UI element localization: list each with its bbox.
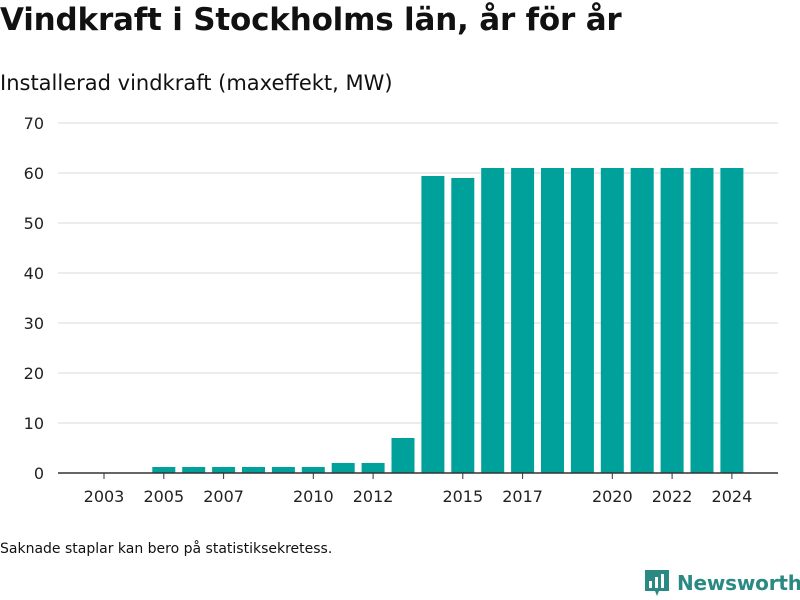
chart-title: Vindkraft i Stockholms län, år för år (0, 2, 622, 38)
bar-chart: 0 10 20 30 40 50 60 70 2003 2005 2007 2010 2012 2015 2… (24, 114, 778, 506)
x-tick-label-2010: 2010 (293, 487, 334, 506)
bar-2014 (421, 176, 445, 473)
bar-2023 (690, 168, 714, 473)
bar-2016 (481, 168, 505, 473)
y-tick-label-30: 30 (24, 314, 44, 333)
bar-2009 (271, 467, 295, 473)
x-tick-label-2003: 2003 (84, 487, 125, 506)
x-tick-label-2015: 2015 (442, 487, 483, 506)
bar-2017 (511, 168, 535, 473)
x-tick-label-2005: 2005 (143, 487, 184, 506)
y-tick-label-10: 10 (24, 414, 44, 433)
bar-2012 (361, 463, 385, 473)
bar-2018 (541, 168, 564, 473)
bar-2015 (451, 178, 475, 473)
bar-2011 (331, 463, 355, 473)
bar-2007 (212, 467, 236, 473)
y-tick-label-20: 20 (24, 364, 44, 383)
bar-2005 (152, 467, 176, 473)
y-tick-label-60: 60 (24, 164, 44, 183)
y-tick-label-50: 50 (24, 214, 44, 233)
x-tick-label-2007: 2007 (203, 487, 244, 506)
brand-name: Newsworthy (677, 571, 800, 595)
bar-2006 (182, 467, 206, 473)
bar-2020 (600, 168, 624, 473)
y-tick-label-0: 0 (34, 464, 44, 483)
x-tick-label-2017: 2017 (502, 487, 543, 506)
y-tick-label-70: 70 (24, 114, 44, 133)
y-tick-label-40: 40 (24, 264, 44, 283)
bar-2024 (720, 168, 744, 473)
bar-2019 (570, 168, 594, 473)
bar-2013 (391, 438, 415, 473)
bar-2008 (242, 467, 265, 473)
bar-2021 (630, 168, 654, 473)
x-tick-label-2022: 2022 (652, 487, 693, 506)
x-tick-label-2020: 2020 (592, 487, 633, 506)
chart-subtitle: Installerad vindkraft (maxeffekt, MW) (0, 71, 393, 95)
footnote: Saknade staplar kan bero på statistiksek… (0, 541, 333, 557)
bar-2010 (301, 467, 325, 473)
x-tick-label-2012: 2012 (353, 487, 394, 506)
bar-2022 (660, 168, 684, 473)
x-tick-label-2024: 2024 (712, 487, 753, 506)
brand-logo: Newsworthy (644, 569, 800, 597)
newsworthy-logo-icon (645, 570, 669, 596)
